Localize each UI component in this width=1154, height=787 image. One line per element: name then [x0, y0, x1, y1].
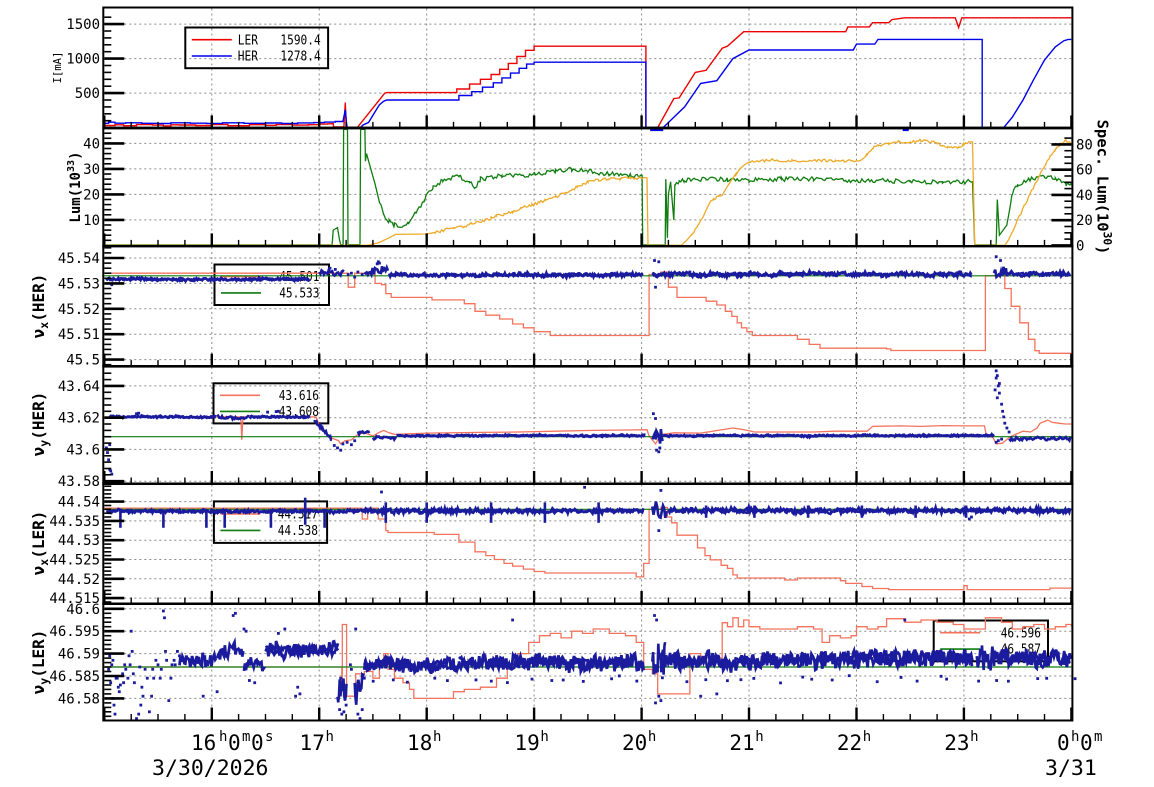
- svg-text:45.53: 45.53: [58, 276, 100, 292]
- svg-text:LER: LER: [238, 32, 259, 48]
- svg-text:0: 0: [1076, 238, 1084, 254]
- svg-text:40: 40: [83, 136, 100, 152]
- svg-text:Spec. Lum(1030): Spec. Lum(1030): [1094, 120, 1114, 255]
- svg-text:46.596: 46.596: [1001, 625, 1041, 641]
- svg-text:22: 22: [837, 731, 862, 755]
- svg-text:46.6: 46.6: [66, 602, 100, 618]
- svg-text:3/31: 3/31: [1045, 756, 1097, 781]
- svg-text:500: 500: [75, 86, 100, 102]
- svg-text:3/30/2026: 3/30/2026: [152, 756, 269, 781]
- svg-text:h: h: [433, 729, 441, 745]
- svg-text:44.525: 44.525: [49, 553, 100, 569]
- svg-text:HER: HER: [238, 49, 259, 65]
- svg-text:43.64: 43.64: [58, 379, 100, 395]
- svg-text:44.53: 44.53: [58, 533, 100, 549]
- svg-text:0: 0: [228, 731, 241, 755]
- svg-text:21: 21: [729, 731, 754, 755]
- svg-text:45.51: 45.51: [58, 327, 100, 343]
- svg-text:20: 20: [1076, 213, 1093, 229]
- svg-text:1000: 1000: [66, 52, 100, 68]
- svg-text:1278.4: 1278.4: [280, 49, 320, 65]
- svg-text:45.533: 45.533: [279, 286, 319, 302]
- svg-text:s: s: [265, 729, 273, 745]
- svg-text:0: 0: [1057, 731, 1070, 755]
- svg-text:45.52: 45.52: [58, 302, 100, 318]
- svg-text:h: h: [1071, 729, 1079, 745]
- svg-text:46.595: 46.595: [49, 624, 100, 640]
- svg-text:46.585: 46.585: [49, 669, 100, 685]
- svg-text:h: h: [970, 729, 978, 745]
- svg-text:60: 60: [1076, 163, 1093, 179]
- svg-text:h: h: [219, 729, 227, 745]
- svg-text:h: h: [540, 729, 548, 745]
- svg-text:16: 16: [191, 731, 216, 755]
- svg-text:45.5: 45.5: [66, 353, 100, 369]
- svg-text:44.515: 44.515: [49, 591, 100, 607]
- svg-text:1590.4: 1590.4: [280, 32, 320, 48]
- svg-text:20: 20: [622, 731, 647, 755]
- svg-text:19: 19: [514, 731, 539, 755]
- svg-text:46.58: 46.58: [58, 691, 100, 707]
- svg-text:80: 80: [1076, 137, 1093, 153]
- svg-text:νy(HER): νy(HER): [29, 392, 51, 457]
- svg-text:I[mA]: I[mA]: [52, 52, 64, 84]
- svg-text:νy(LER): νy(LER): [29, 630, 51, 695]
- svg-text:45.54: 45.54: [58, 251, 100, 267]
- svg-text:m: m: [242, 729, 250, 745]
- svg-text:0: 0: [1080, 731, 1093, 755]
- svg-text:17: 17: [300, 731, 325, 755]
- svg-text:43.6: 43.6: [66, 442, 100, 458]
- svg-text:44.535: 44.535: [49, 514, 100, 530]
- svg-text:νx(HER): νx(HER): [29, 274, 51, 339]
- svg-text:43.616: 43.616: [279, 388, 319, 404]
- svg-text:43.58: 43.58: [58, 474, 100, 490]
- svg-text:h: h: [325, 729, 333, 745]
- svg-text:0: 0: [251, 731, 264, 755]
- svg-text:46.59: 46.59: [58, 647, 100, 663]
- svg-text:h: h: [863, 729, 871, 745]
- svg-text:10: 10: [83, 213, 100, 229]
- svg-text:18: 18: [407, 731, 432, 755]
- svg-text:Lum(1033): Lum(1033): [66, 151, 84, 222]
- svg-text:h: h: [648, 729, 656, 745]
- svg-text:h: h: [755, 729, 763, 745]
- svg-text:44.52: 44.52: [58, 572, 100, 588]
- svg-text:44.538: 44.538: [278, 523, 318, 539]
- svg-text:νx(LER): νx(LER): [29, 511, 51, 576]
- svg-text:43.62: 43.62: [58, 411, 100, 427]
- svg-text:m: m: [1094, 729, 1102, 745]
- svg-text:30: 30: [83, 162, 100, 178]
- svg-text:23: 23: [944, 731, 969, 755]
- svg-text:40: 40: [1076, 188, 1093, 204]
- svg-text:44.54: 44.54: [58, 495, 100, 511]
- svg-text:20: 20: [83, 187, 100, 203]
- svg-text:1500: 1500: [66, 17, 100, 33]
